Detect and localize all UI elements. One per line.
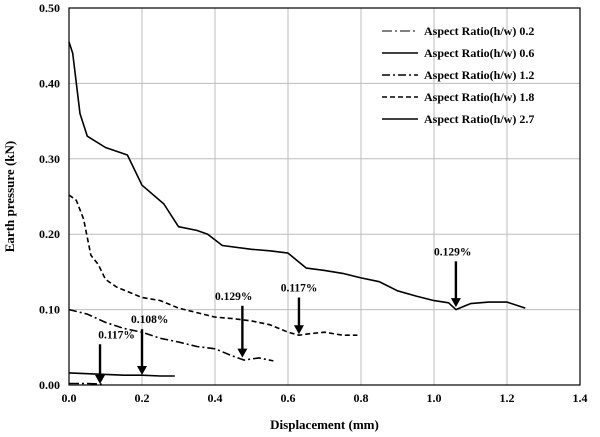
x-tick-label: 1.0 (427, 391, 442, 405)
x-tick-label: 1.2 (500, 391, 515, 405)
y-axis-title: Earth pressure (kN) (2, 141, 17, 252)
y-tick-label: 0.40 (39, 76, 60, 90)
legend-label: Aspect Ratio(h/w) 2.7 (424, 112, 534, 126)
y-tick-label: 0.50 (39, 1, 60, 15)
series-line-1 (69, 382, 102, 385)
x-tick-label: 0.2 (135, 391, 150, 405)
annotation-arrow-head (137, 365, 147, 375)
tick-labels: 0.0 0.2 0.4 0.6 0.8 1.0 1.2 1.4 0.00 0.10 0.20 0.30… (39, 1, 588, 405)
annotation-arrow-head (95, 375, 106, 384)
legend: Aspect Ratio(h/w) 0.2 Aspect Ratio(h/w) 0… (382, 24, 534, 126)
annotation-arrow-head (237, 348, 248, 358)
x-tick-label: 0.0 (62, 391, 77, 405)
grid (69, 8, 580, 385)
x-tick-label: 1.4 (573, 391, 588, 405)
series-line-2 (68, 372, 175, 377)
y-tick-label: 0.20 (39, 227, 60, 241)
y-tick-label: 0.00 (39, 378, 60, 392)
x-tick-label: 0.8 (354, 391, 369, 405)
x-axis-title: Displacement (mm) (270, 417, 379, 432)
legend-label: Aspect Ratio(h/w) 1.8 (424, 90, 534, 104)
legend-label: Aspect Ratio(h/w) 1.2 (424, 68, 534, 82)
series-line-5 (68, 41, 526, 311)
legend-label: Aspect Ratio(h/w) 0.6 (424, 46, 534, 60)
y-tick-label: 0.30 (39, 152, 60, 166)
series-lines (68, 41, 526, 385)
annotation-label: 0.129% (215, 291, 252, 303)
annotation-label: 0.117% (98, 329, 135, 341)
annotation-label: 0.108% (131, 314, 168, 326)
annotation-label: 0.117% (281, 283, 318, 295)
series-line-4 (68, 194, 358, 336)
annotation-arrow-head (293, 325, 304, 335)
x-tick-label: 0.4 (208, 391, 223, 405)
annotations: 0.117% 0.108% 0.129% 0.117% 0.129% (95, 246, 471, 384)
annotation-arrow-head (450, 298, 461, 308)
annotation-label: 0.129% (434, 246, 471, 258)
plot-frame (68, 7, 581, 386)
y-tick-label: 0.10 (39, 303, 60, 317)
legend-label: Aspect Ratio(h/w) 0.2 (424, 24, 534, 38)
x-tick-label: 0.6 (281, 391, 296, 405)
series-line-3 (68, 308, 274, 362)
